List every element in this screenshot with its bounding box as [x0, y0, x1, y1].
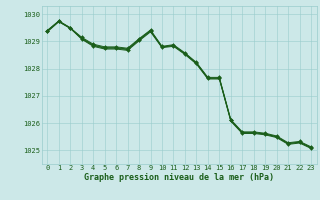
X-axis label: Graphe pression niveau de la mer (hPa): Graphe pression niveau de la mer (hPa)	[84, 172, 274, 182]
